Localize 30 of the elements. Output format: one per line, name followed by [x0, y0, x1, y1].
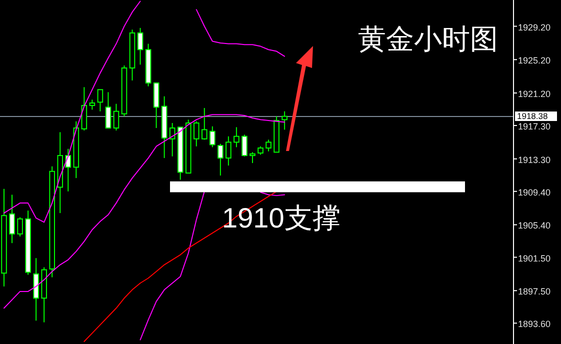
candlestick	[266, 139, 272, 152]
candlestick	[137, 27, 144, 66]
candlestick	[89, 99, 96, 110]
y-tick-label: 1917.30	[518, 122, 551, 132]
y-tick-label: 1909.40	[518, 187, 551, 198]
candlestick	[105, 92, 112, 129]
text: 黄金小时图	[358, 24, 498, 54]
ref-line-label: 1918.38	[517, 111, 548, 122]
y-tick-label: 1925.20	[518, 56, 551, 66]
candlestick	[226, 136, 232, 166]
candlestick	[210, 126, 216, 148]
candlestick	[282, 110, 288, 130]
candlestick	[201, 107, 208, 140]
candlestick	[250, 152, 256, 164]
candlestick	[17, 216, 23, 237]
candlestick	[97, 89, 104, 112]
y-tick-label: 1905.40	[518, 220, 551, 231]
y-tick-label: 1901.50	[518, 253, 551, 264]
line-series	[4, 114, 286, 309]
y-tick-label: 1913.30	[518, 154, 551, 165]
candlestick	[218, 143, 224, 176]
candlestick	[113, 103, 120, 132]
candlestick	[234, 126, 240, 148]
y-tick-label: 1921.20	[518, 88, 551, 99]
candlestick	[193, 120, 200, 147]
candlestick	[242, 134, 248, 157]
y-tick-label: 1929.20	[518, 22, 551, 32]
y-tick-label: 1893.60	[518, 319, 551, 330]
candlestick	[9, 194, 15, 244]
y-tick-label: 1897.50	[518, 286, 551, 297]
